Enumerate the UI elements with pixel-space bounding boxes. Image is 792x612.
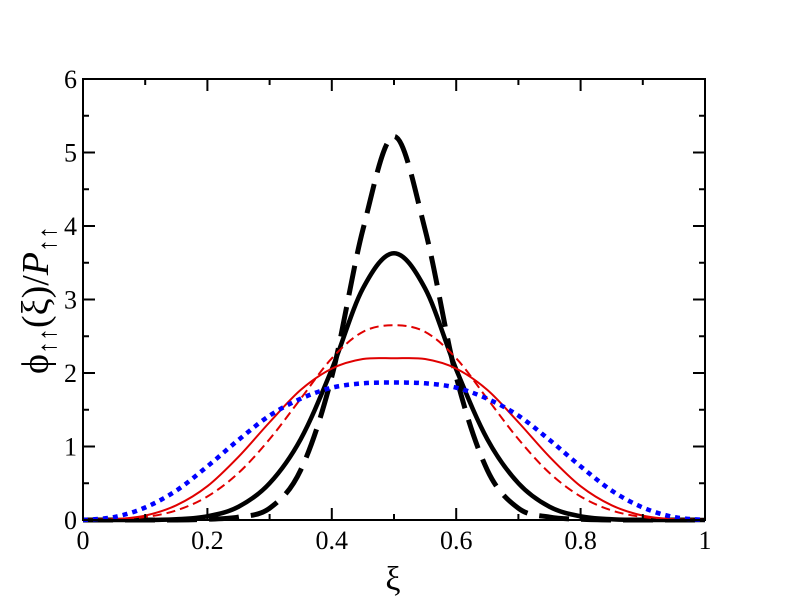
y-tick-label: 1 [64, 433, 77, 462]
y-axis-label-P: P [15, 252, 57, 276]
x-tick-label: 0.2 [191, 526, 224, 555]
x-axis-label: ξ [385, 561, 400, 598]
x-tick-label: 0.6 [440, 526, 473, 555]
x-tick-label: 0.4 [316, 526, 349, 555]
x-tick-label: 0.8 [564, 526, 597, 555]
plot-frame [82, 78, 706, 521]
series-line-black-thick-solid [83, 250, 705, 523]
y-tick-label: 0 [64, 506, 77, 535]
x-tick-label: 1 [699, 526, 712, 555]
data-curves [82, 133, 706, 523]
y-tick-label: 6 [64, 65, 77, 94]
y-tick-label: 2 [64, 359, 77, 388]
y-axis-label-sub2: ↑↑ [33, 226, 62, 252]
y-axis-label-phi: ϕ [15, 354, 57, 374]
series-line-black-thick-long-dash [83, 133, 705, 523]
y-axis-label-sub1: ↑↑ [33, 328, 62, 354]
y-axis-label: ϕ↑↑(ξ)/P↑↑ [15, 226, 62, 374]
y-axis-ticks: 0 1 2 3 4 5 6 [64, 65, 705, 535]
y-axis-label-mid: (ξ)/ [15, 275, 57, 328]
y-tick-label: 3 [64, 286, 77, 315]
y-tick-label: 4 [64, 212, 77, 241]
series-line-red-solid [82, 357, 706, 521]
x-axis-ticks: 0 0.2 0.4 0.6 0.8 1 [77, 79, 712, 555]
series-line-red-dashed [82, 324, 706, 521]
series-line-blue-dotted [82, 380, 706, 523]
x-tick-label: 0 [77, 526, 90, 555]
y-tick-label: 5 [64, 139, 77, 168]
